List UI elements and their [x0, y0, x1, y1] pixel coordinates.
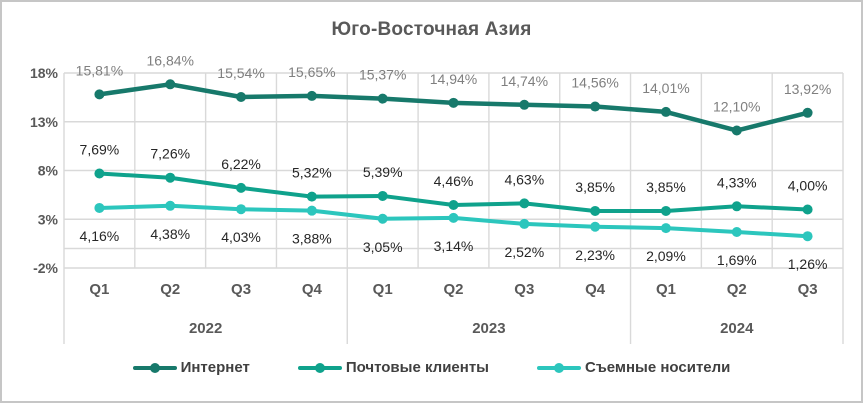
mail-clients-line-marker-icon: [297, 362, 342, 374]
svg-text:Q4: Q4: [302, 281, 323, 298]
svg-text:3,88%: 3,88%: [292, 231, 332, 247]
svg-text:4,33%: 4,33%: [717, 174, 757, 190]
svg-text:Q3: Q3: [231, 281, 251, 298]
svg-text:6,22%: 6,22%: [221, 156, 261, 172]
svg-text:14,74%: 14,74%: [501, 73, 548, 89]
svg-text:2,52%: 2,52%: [504, 244, 544, 260]
svg-text:13,92%: 13,92%: [784, 81, 831, 97]
svg-text:2,09%: 2,09%: [646, 248, 686, 264]
svg-text:15,65%: 15,65%: [288, 64, 335, 80]
legend-item-removable-media[interactable]: Съемные носители: [536, 359, 731, 376]
svg-text:15,54%: 15,54%: [217, 65, 264, 81]
svg-text:Q1: Q1: [373, 281, 393, 298]
svg-text:14,94%: 14,94%: [430, 71, 477, 87]
removable-media-line-marker-icon: [536, 362, 581, 374]
svg-text:4,46%: 4,46%: [434, 173, 474, 189]
x-axis-year-labels: 2022 2023 2024: [63, 268, 844, 344]
svg-text:Q4: Q4: [585, 281, 606, 298]
svg-text:3,85%: 3,85%: [646, 179, 686, 195]
legend-label-mail-clients: Почтовые клиенты: [345, 359, 489, 376]
series-1: [94, 168, 813, 216]
svg-text:Q2: Q2: [160, 281, 180, 298]
svg-text:3%: 3%: [38, 211, 59, 227]
svg-text:Q2: Q2: [443, 281, 463, 298]
series-2-data-labels: 4,16% 4,38% 4,03% 3,88% 3,05% 3,14% 2,52% 2,23%…: [80, 226, 828, 272]
svg-text:14,56%: 14,56%: [571, 75, 618, 91]
svg-text:13%: 13%: [30, 114, 59, 130]
svg-text:2022: 2022: [189, 320, 222, 337]
svg-text:1,69%: 1,69%: [717, 252, 757, 268]
chart-title: Юго-Восточная Азия: [331, 19, 532, 40]
svg-text:Q3: Q3: [514, 281, 534, 298]
svg-text:Q3: Q3: [798, 281, 818, 298]
svg-text:2024: 2024: [720, 320, 754, 337]
svg-text:8%: 8%: [38, 163, 59, 179]
svg-text:-2%: -2%: [33, 260, 58, 276]
svg-text:5,32%: 5,32%: [292, 165, 332, 181]
svg-text:4,03%: 4,03%: [221, 229, 261, 245]
x-axis-quarter-labels: Q1 Q2 Q3 Q4 Q1 Q2 Q3 Q4 Q1 Q2 Q3: [89, 281, 817, 298]
series-0: [94, 79, 813, 136]
svg-text:3,14%: 3,14%: [434, 238, 474, 254]
series-2: [94, 200, 813, 242]
legend-item-mail-clients[interactable]: Почтовые клиенты: [297, 359, 489, 376]
svg-text:14,01%: 14,01%: [642, 80, 689, 96]
svg-text:2023: 2023: [472, 320, 505, 337]
svg-text:Q2: Q2: [727, 281, 747, 298]
svg-text:5,39%: 5,39%: [363, 164, 403, 180]
legend-label-internet: Интернет: [180, 359, 250, 376]
svg-text:12,10%: 12,10%: [713, 99, 760, 115]
svg-text:3,85%: 3,85%: [575, 179, 615, 195]
svg-text:1,26%: 1,26%: [788, 256, 828, 272]
legend-label-removable-media: Съемные носители: [584, 359, 731, 376]
internet-line-marker-icon: [132, 362, 177, 374]
svg-text:16,84%: 16,84%: [146, 52, 193, 68]
svg-text:3,05%: 3,05%: [363, 239, 403, 255]
svg-text:Q1: Q1: [89, 281, 109, 298]
series-1-data-labels: 7,69% 7,26% 6,22% 5,32% 5,39% 4,46% 4,63% 3,85%…: [80, 142, 828, 195]
svg-text:15,81%: 15,81%: [76, 62, 123, 78]
legend-item-internet[interactable]: Интернет: [132, 359, 250, 376]
svg-text:7,69%: 7,69%: [80, 142, 120, 158]
series-0-data-labels: 15,81% 16,84% 15,54% 15,65% 15,37% 14,94% 14,7…: [76, 52, 832, 114]
svg-text:15,37%: 15,37%: [359, 67, 406, 83]
chart-legend: Интернет Почтовые клиенты Съемные носите…: [2, 359, 861, 376]
svg-text:Q1: Q1: [656, 281, 676, 298]
svg-text:18%: 18%: [30, 65, 59, 81]
svg-text:4,16%: 4,16%: [80, 228, 120, 244]
svg-text:2,23%: 2,23%: [575, 247, 615, 263]
svg-text:7,26%: 7,26%: [150, 146, 190, 162]
svg-text:4,63%: 4,63%: [504, 171, 544, 187]
svg-text:4,00%: 4,00%: [788, 178, 828, 194]
svg-text:4,38%: 4,38%: [150, 226, 190, 242]
